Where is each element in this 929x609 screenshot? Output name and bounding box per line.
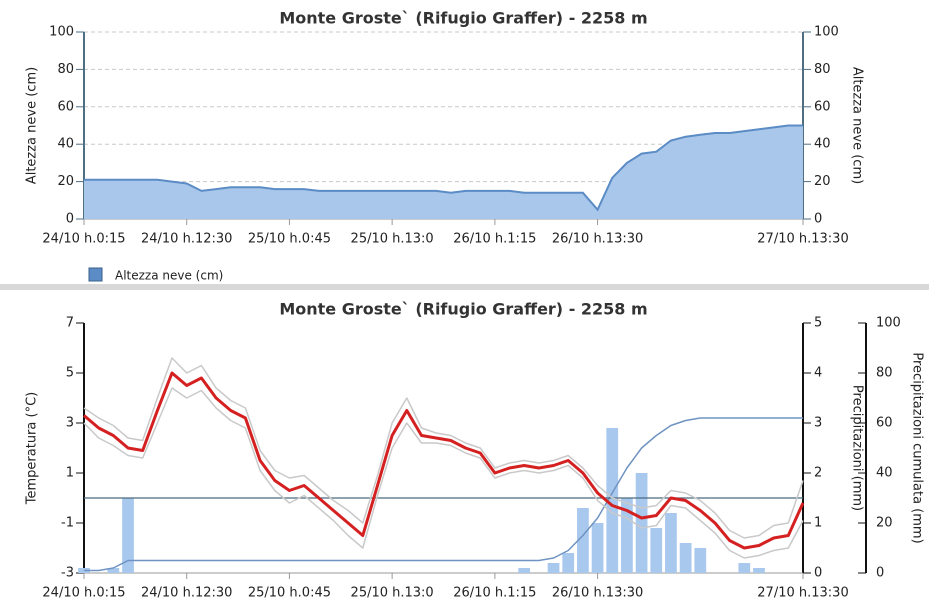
- y2-axis-title: Altezza neve (cm): [850, 67, 865, 184]
- series-line: [83, 357, 804, 539]
- series-line: [84, 417, 803, 572]
- series-line: [83, 387, 804, 559]
- x-tick-label: 24/10 h.0:15: [42, 586, 125, 601]
- y3-tick-label: 40: [876, 466, 893, 481]
- precip-bar: [562, 553, 575, 573]
- precip-bar: [122, 498, 134, 573]
- y-tick-label: 40: [57, 137, 74, 152]
- precip-bar: [753, 568, 765, 573]
- series-line: [83, 371, 805, 550]
- x-tick-label: 25/10 h.13:0: [351, 232, 434, 247]
- precip-bar: [606, 428, 619, 573]
- precip-bar: [621, 498, 633, 573]
- y3-tick-label: 100: [876, 316, 901, 331]
- y3-tick-label: 0: [876, 566, 884, 581]
- x-tick-label: 24/10 h.12:30: [141, 586, 232, 601]
- y-axis-title: Temperatura (°C): [25, 392, 40, 505]
- y2-tick-label: 20: [814, 174, 831, 189]
- y2-tick-label: 60: [814, 99, 831, 114]
- y2-tick-label: 40: [814, 137, 831, 152]
- area-line: [84, 124, 803, 212]
- chart-title: Monte Groste` (Rifugio Graffer) - 2258 m: [279, 9, 647, 28]
- y2-tick-label: 0: [814, 566, 822, 581]
- y2-tick-label: 1: [814, 516, 822, 531]
- y2-axis-title: Precipitazioni (mm): [850, 385, 865, 511]
- y3-tick-label: 80: [876, 366, 893, 381]
- x-tick-label: 24/10 h.12:30: [141, 232, 232, 247]
- x-tick-label: 26/10 h.13:30: [552, 232, 643, 247]
- y-tick-label: 0: [66, 212, 74, 227]
- precip-bar: [694, 548, 707, 573]
- x-tick-label: 26/10 h.1:15: [453, 586, 536, 601]
- y-tick-label: 20: [57, 174, 74, 189]
- precip-bar: [635, 473, 648, 573]
- precip-bar: [679, 543, 692, 573]
- y-tick-label: 1: [66, 466, 74, 481]
- y-tick-label: 3: [66, 416, 74, 431]
- y-tick-label: 100: [49, 25, 74, 40]
- area-fill: [84, 125, 803, 219]
- x-tick-label: 27/10 h.13:30: [757, 232, 848, 247]
- y2-tick-label: 4: [814, 366, 822, 381]
- y-tick-label: 7: [66, 316, 74, 331]
- x-tick-label: 25/10 h.13:0: [351, 586, 434, 601]
- precip-bar: [518, 568, 531, 573]
- precip-bar: [547, 563, 560, 573]
- precip-bar: [738, 563, 751, 573]
- y2-tick-label: 80: [814, 62, 831, 77]
- y3-tick-label: 60: [876, 416, 893, 431]
- precip-bar: [577, 508, 589, 573]
- y-tick-label: 60: [57, 99, 74, 114]
- x-tick-label: 24/10 h.0:15: [42, 232, 125, 247]
- legend-label: Altezza neve (cm): [115, 269, 223, 283]
- y3-axis-title: Precipitazioni cumulata (mm): [910, 352, 925, 543]
- precip-bar: [107, 568, 120, 573]
- y2-tick-label: 5: [814, 316, 822, 331]
- y2-tick-label: 0: [814, 212, 822, 227]
- legend-swatch: [88, 267, 103, 282]
- y2-tick-label: 100: [814, 25, 839, 40]
- precip-bar: [650, 528, 663, 573]
- x-tick-label: 26/10 h.1:15: [453, 232, 536, 247]
- precip-bar: [591, 523, 604, 573]
- x-tick-label: 27/10 h.13:30: [757, 586, 848, 601]
- y-axis-title: Altezza neve (cm): [25, 67, 40, 184]
- x-tick-label: 26/10 h.13:30: [552, 586, 643, 601]
- y3-tick-label: 20: [876, 516, 893, 531]
- y-tick-label: -3: [61, 566, 74, 581]
- x-tick-label: 25/10 h.0:45: [248, 586, 331, 601]
- chart-title: Monte Groste` (Rifugio Graffer) - 2258 m: [279, 300, 647, 319]
- y-tick-label: 80: [57, 62, 74, 77]
- y-tick-label: -1: [61, 516, 74, 531]
- y-tick-label: 5: [66, 366, 74, 381]
- precip-bar: [665, 513, 677, 573]
- y2-tick-label: 3: [814, 416, 822, 431]
- x-tick-label: 25/10 h.0:45: [248, 232, 331, 247]
- y2-tick-label: 2: [814, 466, 822, 481]
